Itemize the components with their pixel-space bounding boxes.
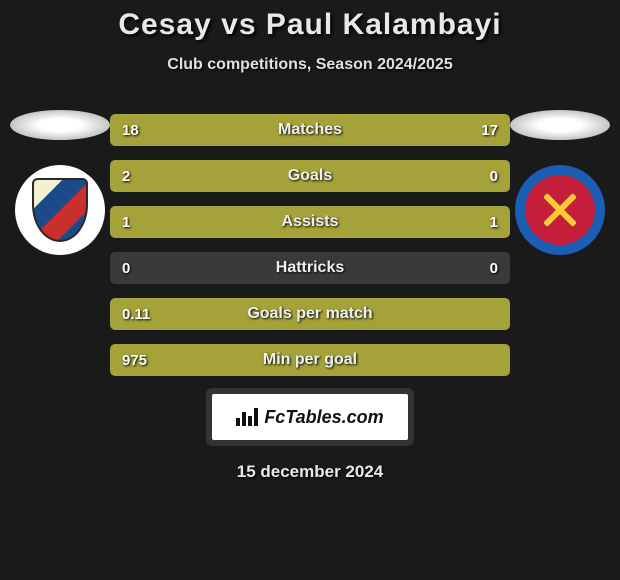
source-badge: FcTables.com bbox=[212, 394, 408, 440]
stat-value-right: 0 bbox=[490, 168, 498, 185]
stat-label: Matches bbox=[278, 121, 342, 139]
stat-value-left: 0 bbox=[122, 260, 130, 277]
stats-list: 18 Matches 17 2 Goals 0 1 Assists 1 0 Hattricks 0 0.… bbox=[110, 114, 510, 376]
comparison-card: Cesay vs Paul Kalambayi Club competition… bbox=[0, 0, 620, 482]
right-player-column bbox=[510, 110, 610, 255]
bar-chart-icon bbox=[236, 408, 258, 426]
stat-value-left: 0.11 bbox=[122, 306, 150, 323]
stat-row: 975 Min per goal bbox=[110, 344, 510, 376]
stat-value-right: 1 bbox=[490, 214, 498, 231]
stat-bar-left bbox=[110, 206, 310, 238]
page-title: Cesay vs Paul Kalambayi bbox=[0, 8, 620, 42]
crossed-hammers-icon bbox=[540, 190, 580, 230]
club-crest-left bbox=[15, 165, 105, 255]
stat-row: 18 Matches 17 bbox=[110, 114, 510, 146]
stat-row: 0.11 Goals per match bbox=[110, 298, 510, 330]
shield-icon bbox=[32, 178, 88, 242]
stat-row: 2 Goals 0 bbox=[110, 160, 510, 192]
stat-value-right: 0 bbox=[490, 260, 498, 277]
stat-value-left: 18 bbox=[122, 122, 139, 139]
stat-label: Assists bbox=[282, 213, 339, 231]
stat-value-left: 975 bbox=[122, 352, 147, 369]
stat-value-left: 1 bbox=[122, 214, 130, 231]
stat-row: 0 Hattricks 0 bbox=[110, 252, 510, 284]
stat-label: Goals bbox=[288, 167, 332, 185]
club-crest-right bbox=[515, 165, 605, 255]
stat-value-left: 2 bbox=[122, 168, 130, 185]
player-photo-placeholder-right bbox=[510, 110, 610, 140]
source-badge-text: FcTables.com bbox=[264, 407, 383, 428]
stat-row: 1 Assists 1 bbox=[110, 206, 510, 238]
stat-label: Goals per match bbox=[247, 305, 372, 323]
player-photo-placeholder-left bbox=[10, 110, 110, 140]
subtitle: Club competitions, Season 2024/2025 bbox=[0, 56, 620, 74]
date-text: 15 december 2024 bbox=[0, 462, 620, 482]
stat-label: Min per goal bbox=[263, 351, 357, 369]
stat-bar-right bbox=[310, 206, 510, 238]
left-player-column bbox=[10, 110, 110, 255]
stat-value-right: 17 bbox=[481, 122, 498, 139]
stat-label: Hattricks bbox=[276, 259, 344, 277]
